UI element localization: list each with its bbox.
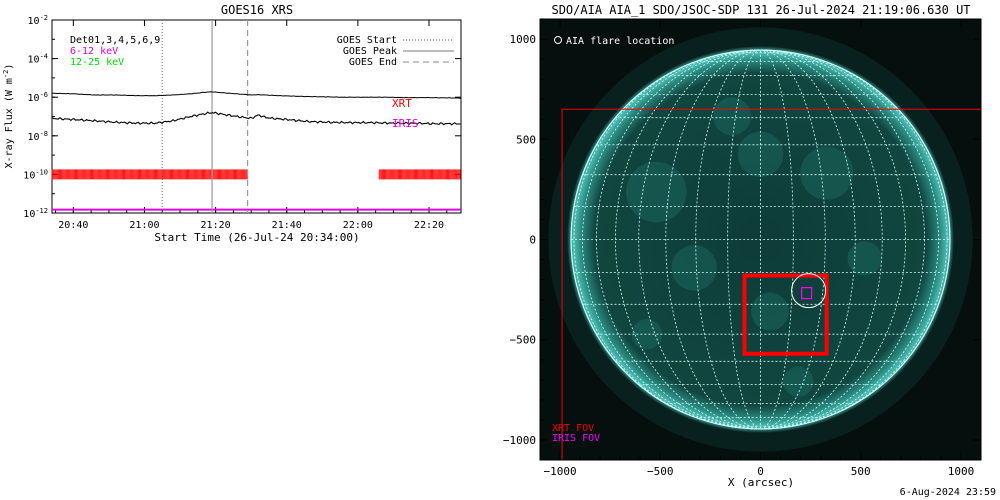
longitude-line [595,49,761,430]
y-tick-label: 10-4 [28,53,48,66]
longitude-line [760,49,939,430]
goes-x-axis-label: Start Time (26-Jul-24 20:34:00) [154,231,359,244]
aia-x-tick-label: 0 [757,465,764,478]
x-tick-label: 20:40 [58,220,88,231]
active-region-glow [751,292,789,331]
active-region-glow [783,366,814,397]
heliographic-grid [570,49,951,430]
goes-marks [51,169,461,211]
active-region-glow [626,161,687,223]
aia-y-tick-label: 0 [529,234,536,247]
aia-y-tick-label: 1000 [510,33,537,46]
aia-x-tick-label: −1000 [543,465,576,478]
aia-title: SDO/AIA AIA_1 SDO/JSOC-SDP 131 26-Jul-20… [551,3,970,17]
goes-series-12-25-keV [51,111,461,126]
longitude-line [727,49,761,430]
x-tick-label: 21:40 [272,220,302,231]
aia-y-tick-label: −1000 [503,434,536,447]
xrt-label: XRT [392,97,412,110]
active-region-glow [713,97,752,136]
x-tick-label: 21:20 [201,220,231,231]
aia-y-tick-label: 500 [516,133,536,146]
y-tick-label: 10-2 [28,14,48,27]
goes-series-6-12-keV [52,91,462,99]
longitude-line [760,49,826,430]
legend-detectors: Det01,3,4,5,6,9 [70,35,160,46]
goes-event-lines [161,20,249,213]
goes-title: GOES16 XRS [221,3,293,17]
active-region-glow [800,146,854,200]
longitude-line [695,49,761,430]
flare-location-circle [791,273,827,309]
longitude-line [760,49,907,430]
legend-goes-end: GOES End [349,57,397,68]
longitude-line [614,49,761,430]
x-tick-label: 21:00 [129,220,159,231]
generation-date: 6-Aug-2024 23:59 [899,487,996,498]
legend-high-energy: 12-25 keV [70,57,124,68]
xrt-fov-label: XRT FOV [552,423,594,434]
goes-y-axis-label-close: ) [4,64,15,70]
y-tick-label: 10-8 [28,130,48,143]
longitude-line [573,49,761,430]
xrt-fov-box [742,273,829,356]
longitude-line [760,49,948,430]
aia-image-plot: SDO/AIA AIA_1 SDO/JSOC-SDP 131 26-Jul-20… [503,3,982,489]
active-region-glow [631,319,662,350]
aia-y-tick-label: −500 [510,334,537,347]
aia-x-axis-label: X (arcsec) [728,476,794,489]
longitude-line [760,49,926,430]
iris-fov-label: IRIS FOV [552,433,600,444]
aia-axes: −1000 −500 0 500 1000 −1000 −500 0 500 1000 [503,19,981,478]
iris-fov-box [800,287,813,300]
active-region-glow [847,241,882,276]
goes-y-axis-label-sup: -2 [2,70,10,78]
aia-x-tick-label: −500 [647,465,674,478]
aia-x-tick-label: 1000 [948,465,975,478]
x-tick-label: 22:20 [414,220,444,231]
longitude-line [665,49,761,430]
goes-y-axis-label: X-ray Flux (W m-2) [2,64,15,169]
legend-goes-peak: GOES Peak [343,46,397,57]
y-tick-label: 10-12 [23,207,48,220]
sun-active-regions [626,97,882,397]
active-region-glow [737,131,784,177]
goes-xrs-plot: GOES16 XRS 10-12 10-10 10-8 10-6 10-4 10-2 20… [2,3,462,244]
longitude-line [760,49,794,430]
y-tick-label: 10-6 [28,91,48,104]
aia-x-tick-label: 500 [851,465,871,478]
y-tick-label: 10-10 [23,168,48,181]
iris-label: IRIS [392,117,419,130]
flare-legend-label: AIA flare location [566,36,674,47]
active-region-glow [671,245,717,291]
solar-limb [570,49,951,430]
longitude-line [582,49,761,430]
x-tick-label: 22:00 [343,220,373,231]
legend-low-energy: 6-12 keV [70,46,118,57]
goes-series [51,91,462,126]
longitude-line [760,49,856,430]
legend-goes-start: GOES Start [337,35,397,46]
flare-legend-icon [554,36,562,44]
